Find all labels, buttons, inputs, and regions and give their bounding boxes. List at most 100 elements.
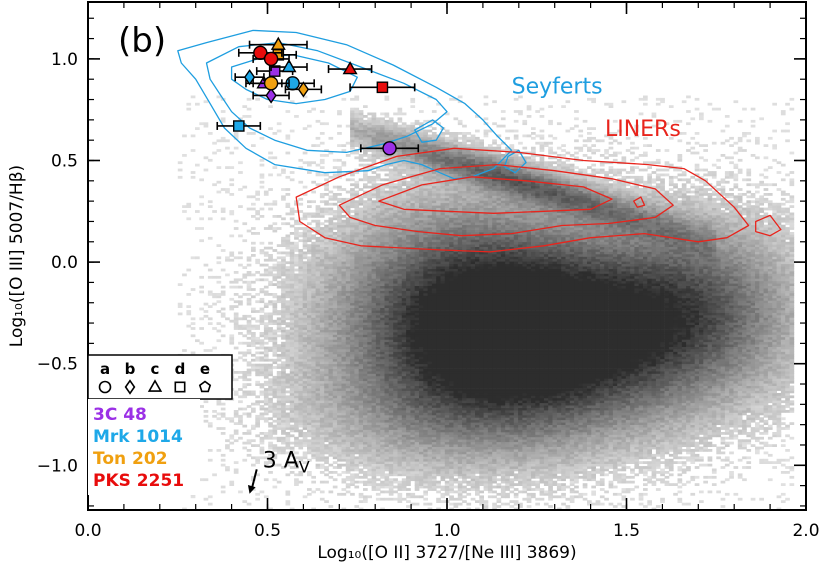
- density-cell: [315, 173, 321, 177]
- density-cell: [406, 266, 411, 269]
- density-cell: [388, 266, 394, 269]
- density-cell: [307, 297, 312, 301]
- density-cell: [401, 358, 407, 362]
- density-cell: [341, 480, 347, 484]
- density-cell: [302, 390, 308, 394]
- density-cell: [281, 410, 286, 413]
- density-cell: [401, 395, 407, 399]
- density-cell: [388, 351, 394, 355]
- density-cell: [354, 141, 360, 145]
- density-cell: [281, 363, 286, 367]
- density-cell: [371, 183, 377, 187]
- density-cell: [345, 407, 351, 411]
- density-cell: [367, 480, 372, 484]
- density-cell: [406, 241, 411, 245]
- density-cell: [401, 434, 407, 438]
- density-cell: [319, 344, 325, 347]
- density-cell: [345, 353, 351, 357]
- density-cell: [354, 222, 360, 226]
- density-cell: [354, 327, 360, 330]
- density-cell: [410, 378, 416, 382]
- density-cell: [367, 139, 372, 143]
- density-cell: [363, 373, 368, 377]
- density-cell: [289, 129, 295, 133]
- density-cell: [384, 307, 390, 311]
- density-cell: [375, 168, 381, 172]
- density-cell: [393, 207, 398, 211]
- density-cell: [268, 371, 273, 374]
- density-cell: [263, 358, 269, 362]
- density-cell: [401, 322, 407, 325]
- density-cell: [307, 295, 312, 299]
- density-cell: [388, 205, 394, 208]
- density-cell: [410, 166, 416, 169]
- density-cell: [393, 410, 398, 413]
- density-cell: [401, 449, 407, 452]
- density-cell: [289, 410, 295, 413]
- density-cell: [263, 349, 269, 352]
- density-cell: [332, 405, 338, 408]
- density-cell: [363, 444, 368, 447]
- density-cell: [410, 149, 416, 152]
- density-cell: [341, 463, 347, 467]
- density-cell: [186, 107, 192, 111]
- density-cell: [255, 351, 260, 355]
- density-cell: [406, 349, 411, 352]
- density-cell: [354, 229, 360, 233]
- density-cell: [319, 166, 325, 169]
- density-cell: [328, 278, 334, 282]
- density-cell: [341, 261, 347, 265]
- density-cell: [354, 144, 360, 147]
- density-cell: [345, 251, 351, 255]
- density-cell: [281, 302, 286, 306]
- density-cell: [354, 251, 360, 255]
- density-cell: [345, 412, 351, 416]
- density-cell: [393, 112, 398, 116]
- density-cell: [384, 456, 390, 460]
- density-cell: [315, 388, 321, 391]
- density-cell: [354, 273, 360, 277]
- density-cell: [182, 507, 187, 510]
- density-cell: [341, 417, 347, 421]
- density-cell: [332, 275, 338, 279]
- density-cell: [332, 341, 338, 345]
- density-cell: [397, 380, 403, 384]
- density-cell: [341, 278, 347, 282]
- density-cell: [294, 297, 299, 301]
- density-cell: [319, 351, 325, 355]
- density-cell: [414, 412, 420, 416]
- density-cell: [263, 341, 269, 345]
- density-cell: [350, 115, 355, 118]
- density-cell: [406, 488, 411, 491]
- density-cell: [367, 122, 372, 126]
- density-cell: [354, 353, 360, 357]
- density-cell: [298, 393, 304, 396]
- density-cell: [263, 495, 269, 499]
- density-cell: [410, 295, 416, 299]
- density-cell: [203, 419, 209, 423]
- density-cell: [363, 232, 368, 235]
- density-cell: [363, 227, 368, 230]
- density-cell: [410, 444, 416, 447]
- density-cell: [388, 405, 394, 408]
- density-cell: [380, 193, 385, 196]
- density-cell: [233, 132, 239, 135]
- density-cell: [233, 305, 239, 308]
- density-cell: [207, 290, 213, 294]
- density-cell: [380, 185, 385, 189]
- density-cell: [397, 324, 403, 328]
- density-cell: [263, 353, 269, 357]
- density-cell: [414, 122, 420, 126]
- density-cell: [207, 322, 213, 325]
- density-cell: [195, 210, 200, 213]
- density-cell: [350, 449, 355, 452]
- density-cell: [285, 110, 291, 113]
- density-cell: [393, 132, 398, 135]
- density-cell: [233, 322, 239, 325]
- density-cell: [259, 136, 265, 140]
- density-cell: [397, 419, 403, 423]
- density-cell: [363, 475, 368, 479]
- density-cell: [397, 202, 403, 206]
- density-cell: [242, 222, 248, 226]
- density-cell: [302, 341, 308, 345]
